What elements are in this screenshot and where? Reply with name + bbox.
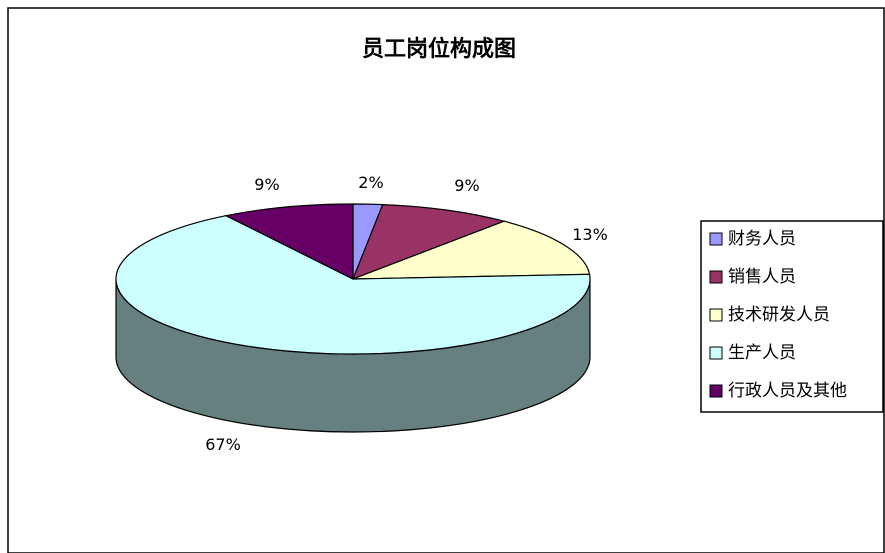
chart-title: 员工岗位构成图 <box>362 36 516 62</box>
legend-label-生产人员: 生产人员 <box>728 343 796 363</box>
legend-swatch-财务人员 <box>709 232 723 246</box>
pie-slice-销售人员 <box>351 203 507 281</box>
legend-label-销售人员: 销售人员 <box>728 267 796 287</box>
pie-label-财务人员: 2% <box>358 173 383 192</box>
pie-slice-行政人员及其他 <box>224 203 354 280</box>
pie-label-技术研发人员: 13% <box>572 225 608 244</box>
legend-border <box>700 220 884 413</box>
legend-swatch-行政人员及其他 <box>709 384 723 398</box>
pie-label-layer: 2% 9% 13% 67% 9% <box>205 173 608 454</box>
legend-label-行政人员及其他: 行政人员及其他 <box>728 381 847 401</box>
legend-label-财务人员: 财务人员 <box>728 229 796 249</box>
legend-label-技术研发人员: 技术研发人员 <box>728 305 830 325</box>
legend-swatch-生产人员 <box>709 346 723 360</box>
legend-swatch-销售人员 <box>709 270 723 284</box>
legend-swatch-技术研发人员 <box>709 308 723 322</box>
pie-label-行政人员及其他: 9% <box>254 175 279 194</box>
pie-slice-生产人员 <box>115 215 591 355</box>
pie-slice-技术研发人员 <box>352 220 591 280</box>
pie-label-销售人员: 9% <box>454 176 479 195</box>
pie-label-生产人员: 67% <box>205 435 241 454</box>
pie-top-layer <box>115 203 591 355</box>
